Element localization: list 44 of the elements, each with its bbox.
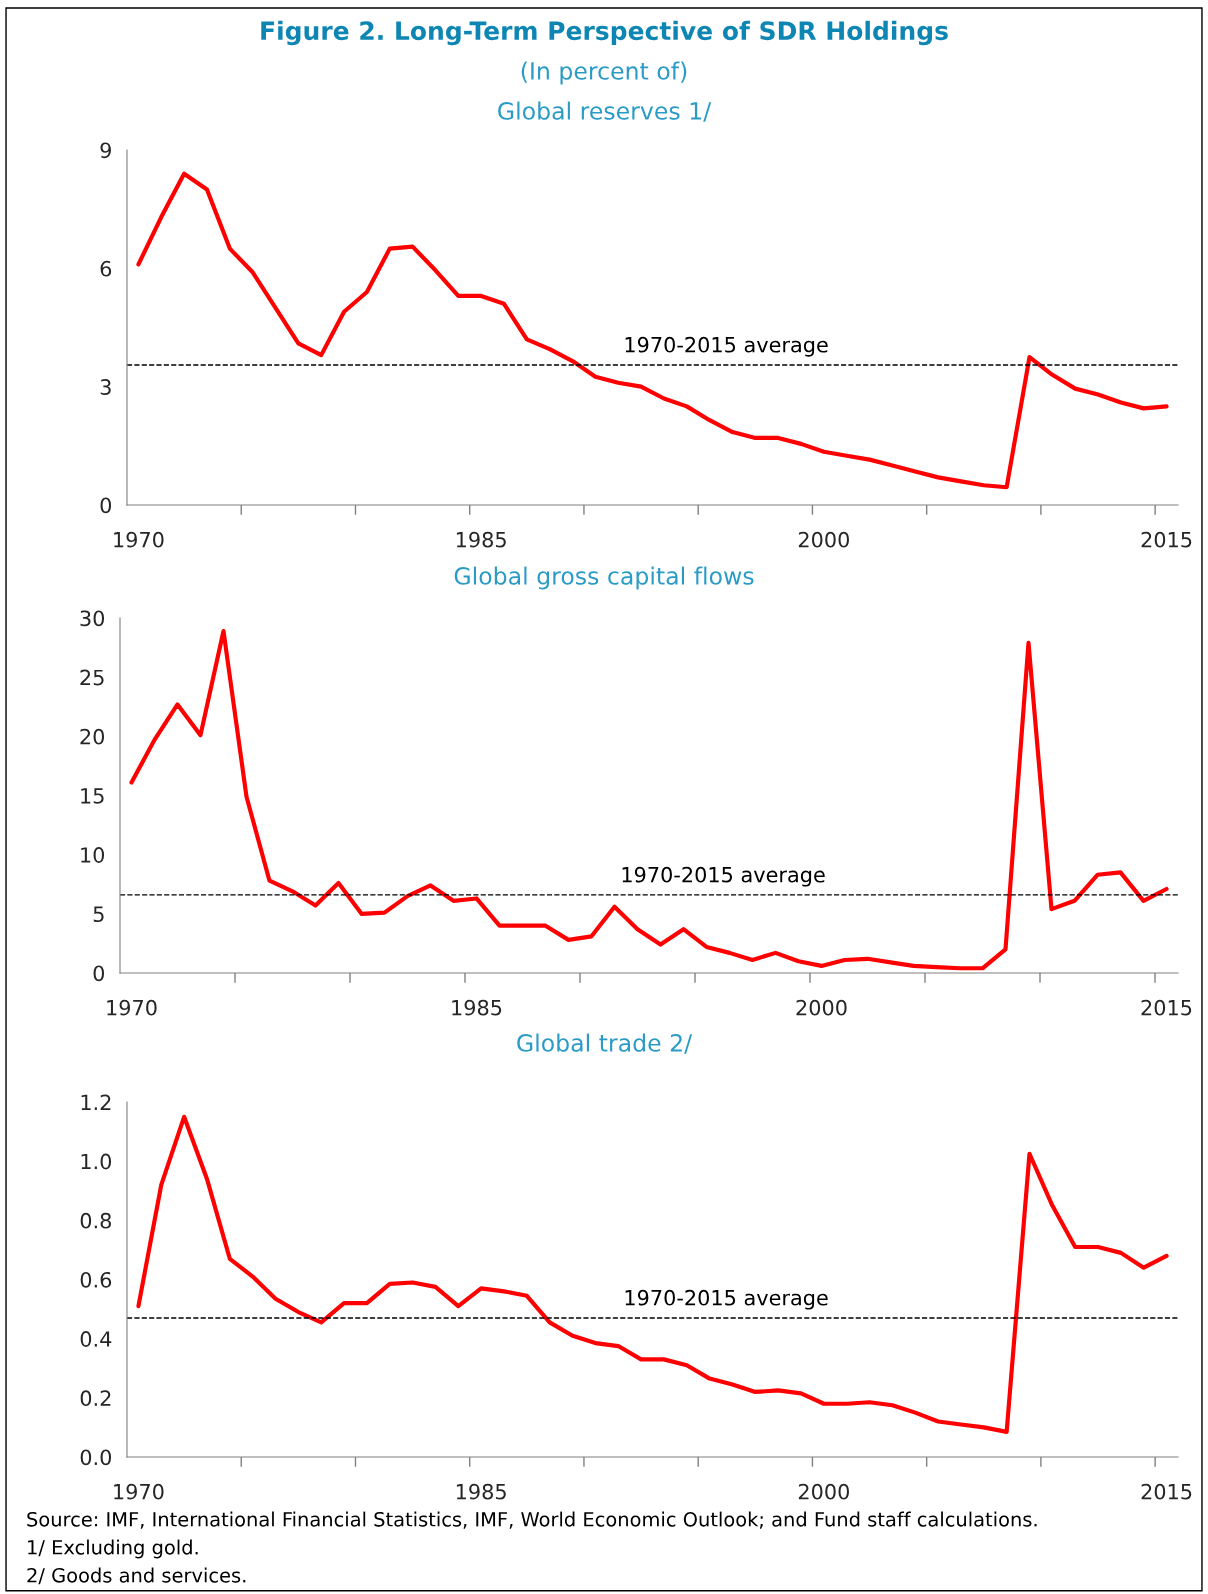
y-tick-label: 0 [93, 965, 105, 982]
x-tick-label: 1985 [452, 999, 502, 1016]
y-tick-label: 6 [100, 260, 112, 277]
x-tick-label: 2000 [798, 1483, 849, 1500]
x-tick-label: 1970 [114, 531, 164, 548]
y-tick-label: 0.8 [80, 1212, 111, 1229]
line-series [136, 1114, 1169, 1434]
y-tick-label: 15 [81, 788, 104, 804]
y-tick-label: 0.6 [80, 1271, 112, 1288]
line-series [136, 171, 1169, 490]
y-tick-label: 10 [81, 847, 105, 863]
line-series [129, 628, 1169, 971]
ref-line-label: 1970-2015 average [625, 336, 828, 357]
y-tick-label: 9 [100, 142, 111, 159]
x-tick-label: 1985 [456, 531, 506, 548]
x-tick-label: 2015 [1141, 531, 1192, 548]
chart-subtitle: (In percent of) [521, 61, 687, 85]
text: 2/ Goods and services. [27, 1567, 246, 1585]
chart-title: Figure 2. Long-Term Perspective of SDR Holdings [261, 20, 948, 46]
x-axis-title: Global trade 2/ [517, 1033, 693, 1054]
x-tick-label: 2015 [1141, 999, 1192, 1016]
x-tick-label: 1970 [114, 1483, 164, 1500]
text: 1/ Excluding gold. [28, 1539, 198, 1559]
y-tick-label: 0.4 [80, 1331, 112, 1347]
x-axis-title: Global reserves 1/ [498, 101, 712, 122]
ref-line-label: 1970-2015 average [625, 1289, 828, 1310]
y-tick-label: 1.0 [81, 1153, 112, 1170]
x-tick-label: 2015 [1141, 1483, 1192, 1500]
source-note: Source: IMF, International Financial Statistics, IMF, World Economic Outlook; and Fund staff calculations. [27, 1511, 1037, 1529]
x-axis-title: Global gross capital flows [454, 566, 754, 590]
y-tick-label: 3 [100, 379, 111, 395]
y-tick-label: 0.2 [80, 1390, 111, 1407]
y-tick-label: 30 [80, 610, 105, 627]
y-tick-label: 0.0 [80, 1449, 112, 1466]
x-tick-label: 2000 [798, 531, 849, 548]
x-tick-label: 1985 [456, 1483, 506, 1500]
y-tick-label: 20 [80, 728, 105, 745]
y-tick-label: 0 [100, 497, 112, 514]
x-tick-label: 2000 [796, 999, 847, 1016]
x-tick-label: 1970 [107, 999, 157, 1016]
y-tick-label: 5 [93, 906, 104, 923]
ref-line-label: 1970-2015 average [622, 866, 825, 887]
y-tick-label: 25 [80, 669, 104, 686]
y-tick-label: 1.2 [81, 1094, 111, 1110]
